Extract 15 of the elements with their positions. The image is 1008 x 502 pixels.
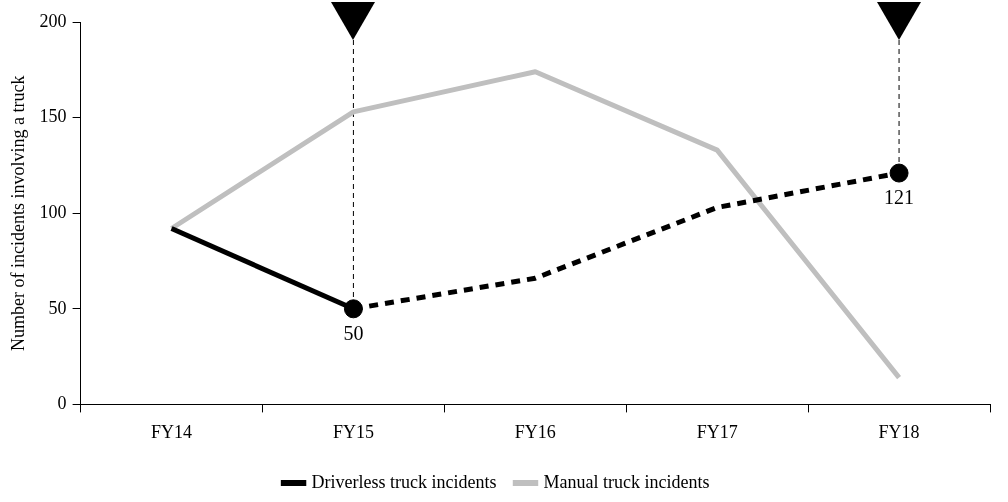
data-label: 50 xyxy=(343,322,364,345)
y-tick-label: 150 xyxy=(39,106,67,127)
y-tick-label: 100 xyxy=(39,201,67,222)
x-tick-label: FY16 xyxy=(514,421,556,442)
legend-label: Driverless truck incidents xyxy=(311,471,497,492)
data-label: 121 xyxy=(884,186,915,209)
y-tick-label: 50 xyxy=(48,297,67,318)
y-axis-title: Number of incidents involving a truck xyxy=(7,75,28,351)
y-tick-label: 200 xyxy=(39,10,67,31)
x-tick-label: FY17 xyxy=(696,421,738,442)
x-tick-label: FY14 xyxy=(151,421,193,442)
y-tick-label: 0 xyxy=(57,393,67,414)
legend-label: Manual truck incidents xyxy=(543,471,710,492)
x-tick-label: FY15 xyxy=(332,421,374,442)
x-tick-label: FY18 xyxy=(878,421,920,442)
